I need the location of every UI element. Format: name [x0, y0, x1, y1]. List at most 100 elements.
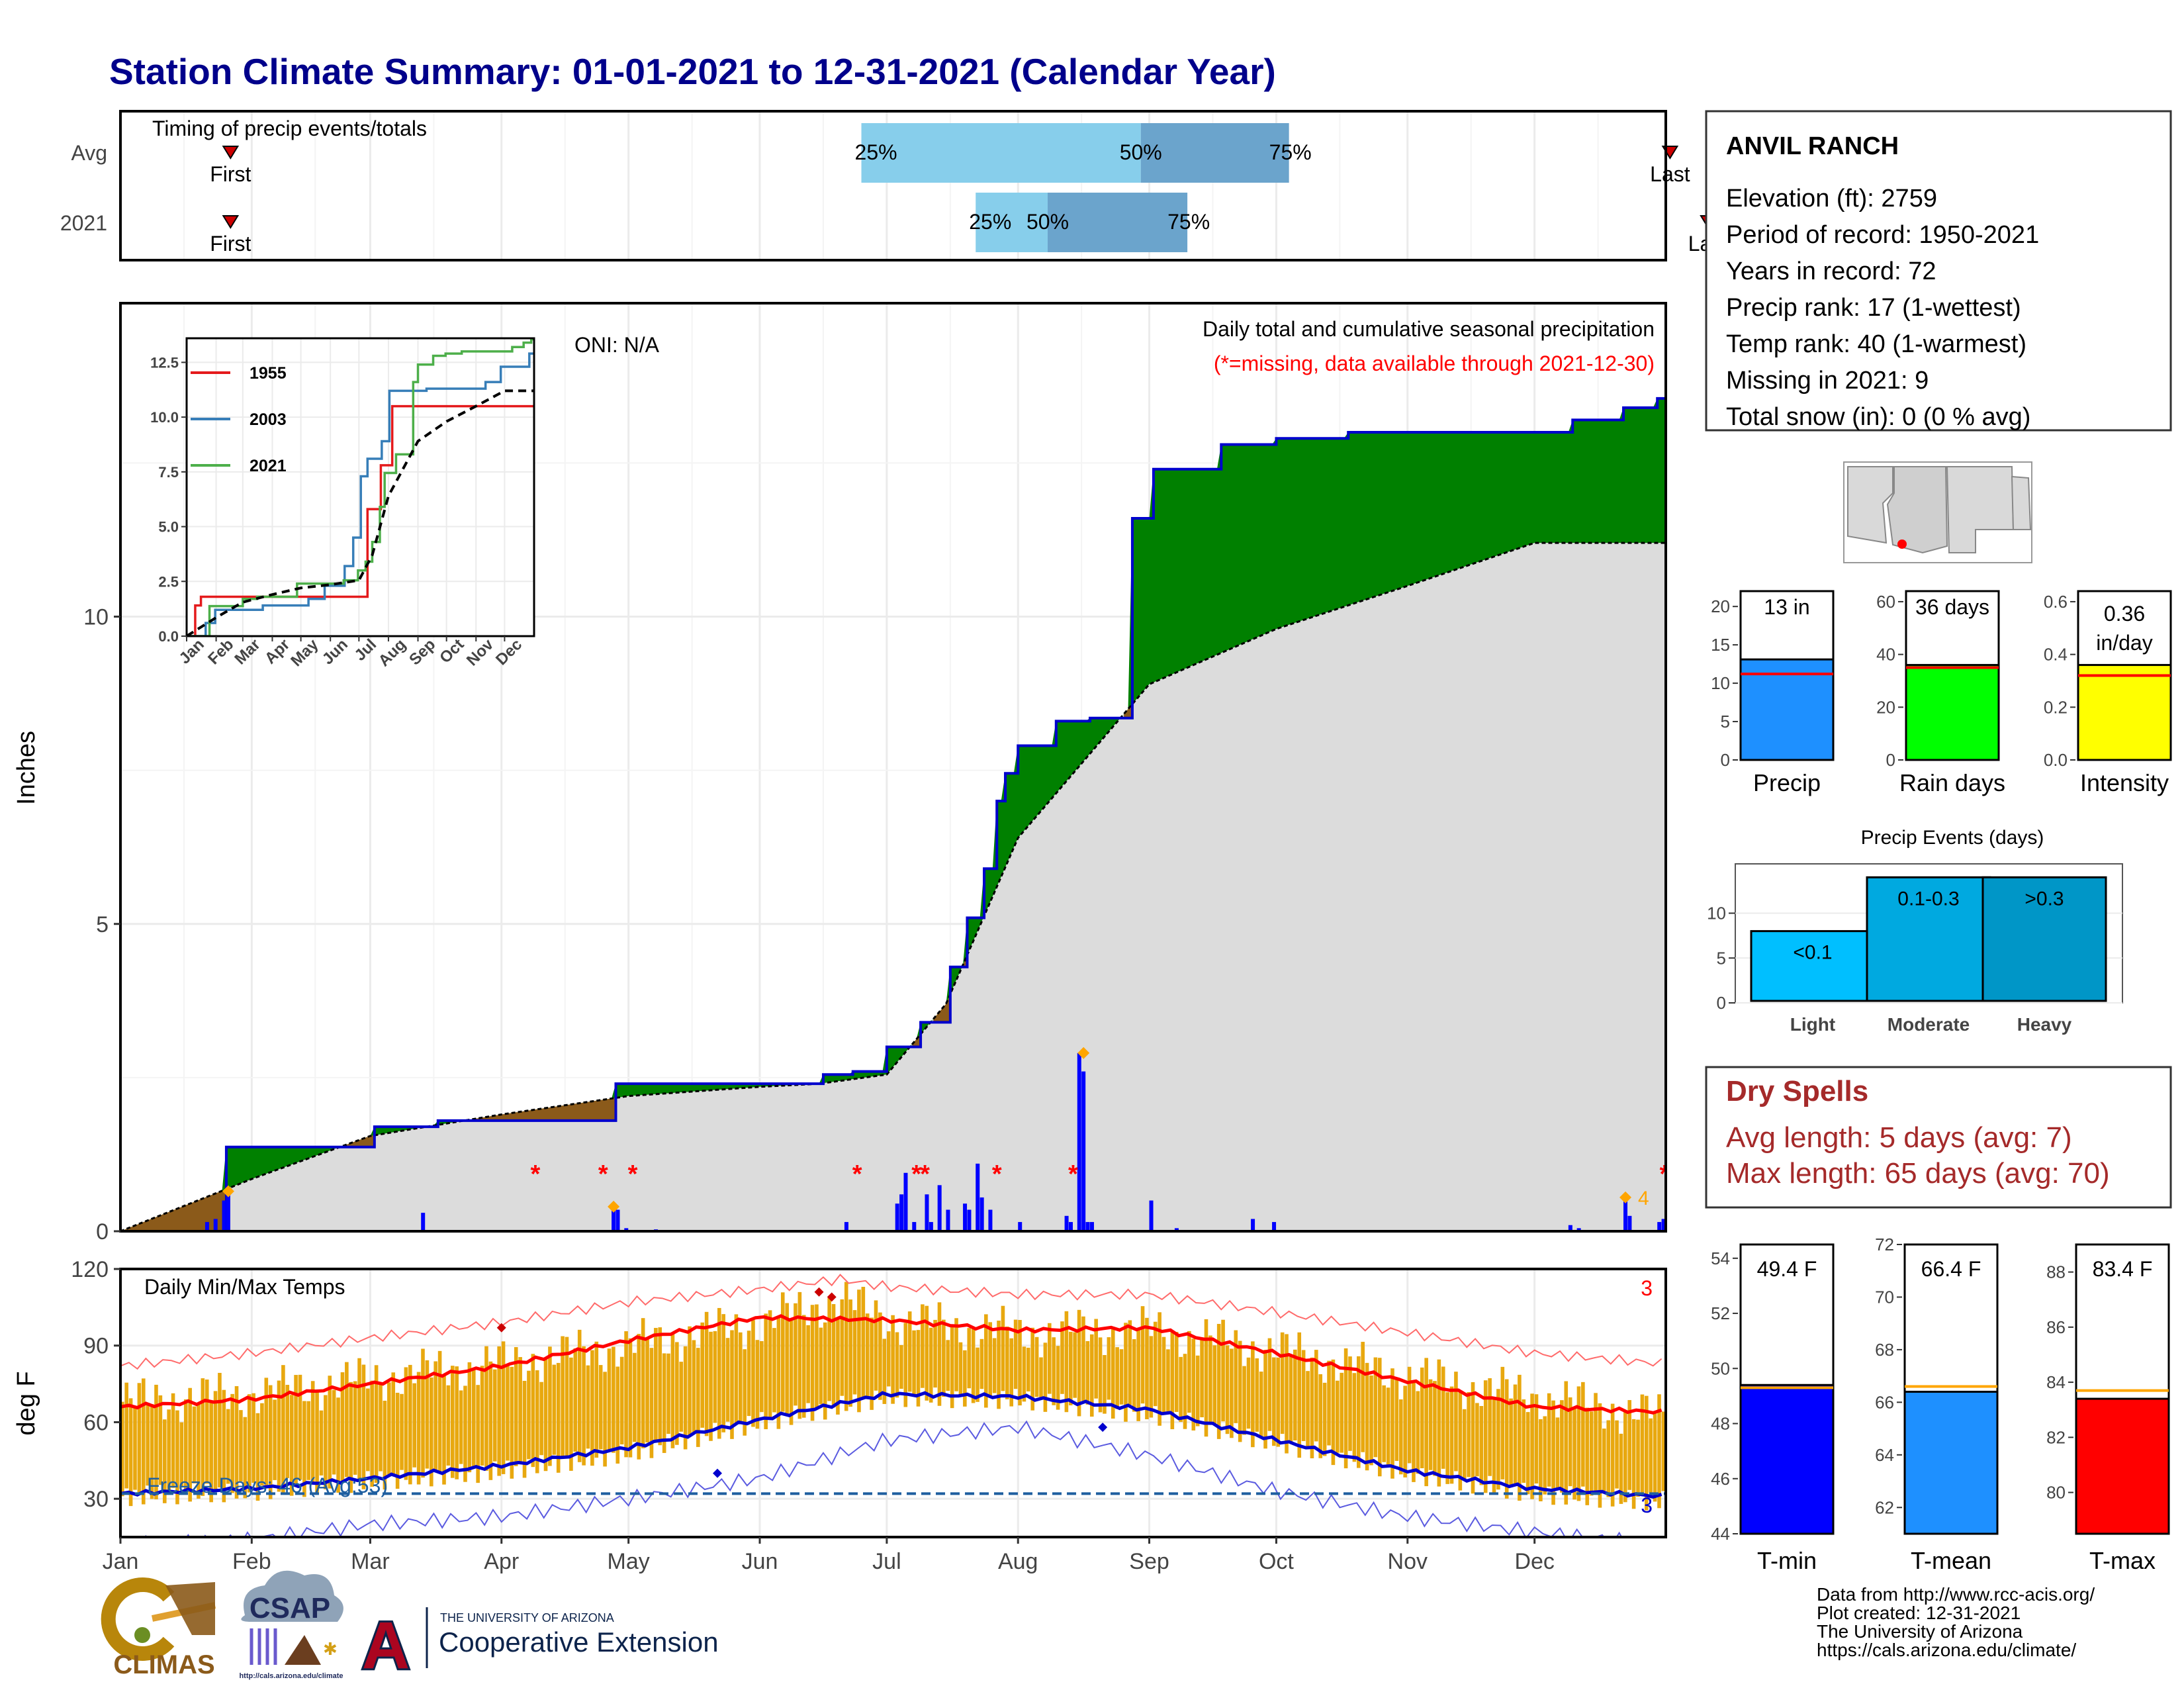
daily-temp-bar	[739, 1332, 743, 1424]
daily-temp-bar	[1479, 1405, 1484, 1485]
temp-y-tick-label: 82	[2046, 1427, 2066, 1447]
temp-y-tick-label: 70	[1875, 1287, 1894, 1307]
daily-temp-bar	[1098, 1337, 1103, 1413]
events-y-tick-label: 10	[1707, 904, 1726, 923]
daily-temp-bar	[1204, 1319, 1208, 1437]
daily-temp-bar	[848, 1299, 852, 1407]
mini-y-tick-label: 40	[1876, 645, 1895, 665]
mini-y-tick-label: 0.4	[2044, 645, 2068, 665]
daily-temp-bar	[573, 1348, 578, 1452]
temp-y-tick-label: 48	[1711, 1414, 1730, 1434]
daily-temp-bar	[1246, 1357, 1251, 1429]
temp-y-tick-label: 46	[1711, 1469, 1730, 1489]
daily-temp-bar	[548, 1346, 552, 1466]
temp-title: Daily Min/Max Temps	[144, 1275, 345, 1299]
daily-temp-bar	[497, 1346, 501, 1476]
daily-temp-bar	[565, 1336, 569, 1458]
temp-y-ticks: 30 60 90 120	[71, 1257, 120, 1512]
daily-temp-bar	[772, 1328, 776, 1413]
missing-day-mark: *	[992, 1160, 1002, 1188]
freeze-days: Freeze Days: 46 (Avg:53)	[147, 1474, 388, 1497]
daily-temp-bar	[302, 1401, 306, 1497]
daily-temp-bar	[984, 1314, 988, 1408]
daily-temp-bar	[1238, 1340, 1242, 1442]
daily-temp-bar	[658, 1327, 662, 1446]
daily-temp-bar	[688, 1326, 692, 1436]
events-y-tick-label: 0	[1717, 993, 1726, 1013]
daily-temp-bar	[1522, 1399, 1526, 1483]
daily-temp-bar	[1606, 1420, 1611, 1497]
daily-temp-bar	[289, 1395, 294, 1496]
daily-temp-bar	[408, 1364, 412, 1485]
extreme-event-marker	[222, 1185, 234, 1197]
mini-y-tick-label: 15	[1711, 635, 1730, 655]
mini-y-tick-label: 0.0	[2044, 750, 2068, 770]
daily-temp-bar	[416, 1372, 421, 1485]
daily-temp-bar	[865, 1313, 870, 1397]
daily-temp-bar	[1034, 1336, 1039, 1397]
daily-temp-bar	[1276, 1357, 1281, 1447]
daily-precip-bar	[1576, 1228, 1581, 1231]
daily-precip-bar	[988, 1209, 993, 1231]
daily-temp-bar	[1068, 1331, 1073, 1405]
first-marker-icon	[222, 215, 240, 229]
temp-bar-label: T-max	[2089, 1547, 2156, 1574]
daily-temp-bar	[971, 1327, 976, 1403]
daily-temp-bar	[594, 1341, 599, 1458]
daily-temp-bar	[1649, 1418, 1653, 1493]
daily-temp-bar	[1030, 1327, 1035, 1411]
ua-logo: A THE UNIVERSITY OF ARIZONA Cooperative …	[360, 1607, 719, 1685]
timing-row-avg-label: Avg	[71, 141, 107, 165]
daily-temp-bar	[1412, 1381, 1416, 1482]
daily-temp-bar	[349, 1382, 353, 1493]
daily-temp-bar	[874, 1300, 878, 1391]
daily-temp-bar	[1551, 1400, 1555, 1505]
dry-spells-max: Max length: 65 days (avg: 70)	[1726, 1157, 2110, 1190]
daily-temp-bar	[1022, 1346, 1026, 1402]
daily-temp-bar	[666, 1353, 670, 1434]
mini-value-label: 0.36	[2104, 602, 2145, 626]
daily-temp-bar	[459, 1390, 463, 1464]
daily-temp-bar	[942, 1319, 946, 1397]
daily-temp-bar	[1005, 1326, 1009, 1399]
daily-precip-bar	[899, 1194, 904, 1231]
daily-precip-bar	[1272, 1222, 1277, 1231]
daily-temp-bar	[1560, 1400, 1564, 1493]
daily-temp-bar	[1018, 1320, 1022, 1406]
daily-temp-bar	[366, 1388, 370, 1472]
events-bar-label: Light	[1790, 1014, 1835, 1035]
daily-temp-bar	[963, 1350, 967, 1407]
daily-temp-bar	[1441, 1366, 1445, 1469]
daily-temp-bar	[340, 1372, 345, 1481]
missing-day-mark: *	[628, 1160, 638, 1188]
precip-y-ticks: 0 5 10	[83, 605, 120, 1244]
daily-temp-bar	[463, 1385, 467, 1482]
daily-temp-bar	[264, 1378, 269, 1487]
daily-temp-bar	[476, 1385, 480, 1483]
daily-temp-bar	[721, 1314, 726, 1432]
daily-precip-bar	[1627, 1215, 1632, 1231]
month-label: Jun	[742, 1549, 778, 1574]
daily-temp-bar	[933, 1319, 937, 1388]
missing-day-mark: *	[598, 1160, 608, 1188]
daily-temp-bar	[1449, 1386, 1454, 1484]
daily-temp-bar	[1390, 1368, 1394, 1479]
daily-temp-bar	[1636, 1419, 1640, 1497]
daily-temp-bar	[1348, 1356, 1352, 1451]
daily-temp-bar	[298, 1374, 302, 1480]
timing-p50-label: 50%	[1026, 210, 1069, 234]
temp-y-tick-label: 52	[1711, 1303, 1730, 1323]
daily-temp-bar	[1056, 1346, 1060, 1410]
daily-temp-bar	[1640, 1394, 1645, 1495]
daily-temp-bar	[743, 1349, 747, 1436]
daily-temp-bar	[1216, 1323, 1221, 1439]
daily-temp-bar	[158, 1395, 163, 1485]
daily-temp-bar	[1496, 1389, 1500, 1490]
station-info-line: Precip rank: 17 (1-wettest)	[1726, 294, 2021, 322]
daily-temp-bar	[425, 1360, 430, 1469]
daily-temp-bar	[345, 1362, 349, 1477]
daily-temp-bar	[315, 1390, 319, 1495]
daily-temp-bar	[514, 1347, 518, 1466]
daily-precip-bar	[1068, 1222, 1073, 1231]
